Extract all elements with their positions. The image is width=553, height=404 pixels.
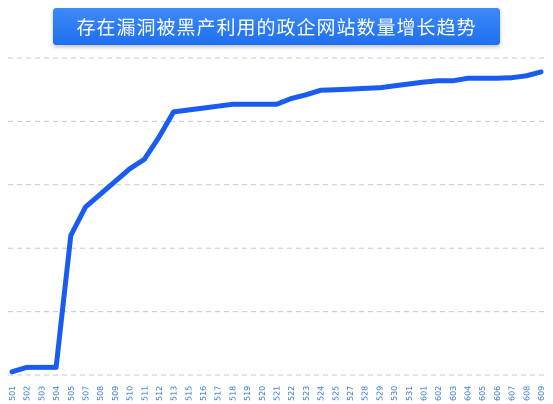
x-tick-label: 511: [140, 386, 149, 401]
data-point: [172, 110, 176, 114]
x-tick-label: 505: [67, 386, 76, 401]
data-point: [69, 234, 73, 238]
x-tick-label: 602: [434, 386, 443, 401]
x-tick-label: 518: [228, 386, 237, 401]
data-point: [436, 79, 440, 83]
data-point: [348, 87, 352, 91]
x-tick-label: 523: [302, 386, 311, 401]
x-tick-label: 517: [214, 386, 223, 401]
data-point: [421, 80, 425, 84]
data-point: [304, 93, 308, 97]
x-tick-label: 529: [375, 386, 384, 401]
x-tick-label: 503: [37, 386, 46, 401]
x-tick-label: 608: [522, 386, 531, 401]
x-tick-label: 513: [170, 386, 179, 401]
x-tick-label: 604: [464, 386, 473, 401]
x-tick-label: 509: [111, 386, 120, 401]
data-point: [451, 79, 455, 83]
x-tick-label: 501: [8, 386, 17, 401]
data-point: [275, 102, 279, 106]
data-point: [363, 86, 367, 90]
x-tick-label: 605: [478, 386, 487, 401]
data-point: [539, 70, 543, 74]
x-tick-label: 527: [346, 386, 355, 401]
data-point: [98, 192, 102, 196]
x-tick-label: 603: [449, 386, 458, 401]
data-point: [83, 205, 87, 209]
x-tick-label: 519: [243, 386, 252, 401]
x-tick-label: 507: [81, 386, 90, 401]
x-tick-label: 521: [273, 386, 282, 401]
data-point: [10, 370, 14, 374]
x-tick-label: 515: [184, 386, 193, 401]
x-tick-label: 609: [537, 386, 546, 401]
data-point: [157, 135, 161, 139]
x-tick-label: 504: [52, 386, 61, 401]
data-point: [466, 76, 470, 80]
x-tick-label: 528: [361, 386, 370, 401]
x-tick-label: 525: [331, 386, 340, 401]
data-point: [39, 365, 43, 369]
data-point: [377, 86, 381, 90]
data-point: [495, 76, 499, 80]
data-point: [333, 88, 337, 92]
data-point: [245, 102, 249, 106]
data-point: [480, 76, 484, 80]
data-point: [407, 82, 411, 86]
data-point: [113, 180, 117, 184]
x-tick-label: 520: [258, 386, 267, 401]
x-tick-label: 510: [126, 386, 135, 401]
data-point: [510, 76, 514, 80]
data-point: [392, 84, 396, 88]
data-point: [230, 102, 234, 106]
data-point: [260, 102, 264, 106]
data-point: [54, 365, 58, 369]
data-point: [128, 167, 132, 171]
series-line: [9, 69, 544, 375]
x-axis-ticks: 501 502 503 504 505 507 508 509 510 511 512 513 515 5…: [8, 386, 546, 401]
data-point: [319, 88, 323, 92]
data-point: [142, 157, 146, 161]
x-tick-label: 601: [419, 386, 428, 401]
data-point: [216, 104, 220, 108]
data-point: [25, 365, 29, 369]
x-tick-label: 512: [155, 386, 164, 401]
chart-title: 存在漏洞被黑产利用的政企网站数量增长趋势: [76, 17, 477, 39]
x-tick-label: 522: [287, 386, 296, 401]
x-tick-label: 502: [23, 386, 32, 401]
data-point: [524, 74, 528, 78]
data-point: [201, 106, 205, 110]
data-point: [289, 97, 293, 101]
x-tick-label: 531: [405, 386, 414, 401]
x-tick-label: 524: [317, 386, 326, 401]
x-tick-label: 530: [390, 386, 399, 401]
chart-title-banner: 存在漏洞被黑产利用的政企网站数量增长趋势: [53, 8, 500, 45]
x-tick-label: 606: [493, 386, 502, 401]
x-tick-label: 508: [96, 386, 105, 401]
series-group: [9, 69, 544, 375]
data-point: [186, 108, 190, 112]
x-tick-label: 607: [508, 386, 517, 401]
x-tick-label: 516: [199, 386, 208, 401]
